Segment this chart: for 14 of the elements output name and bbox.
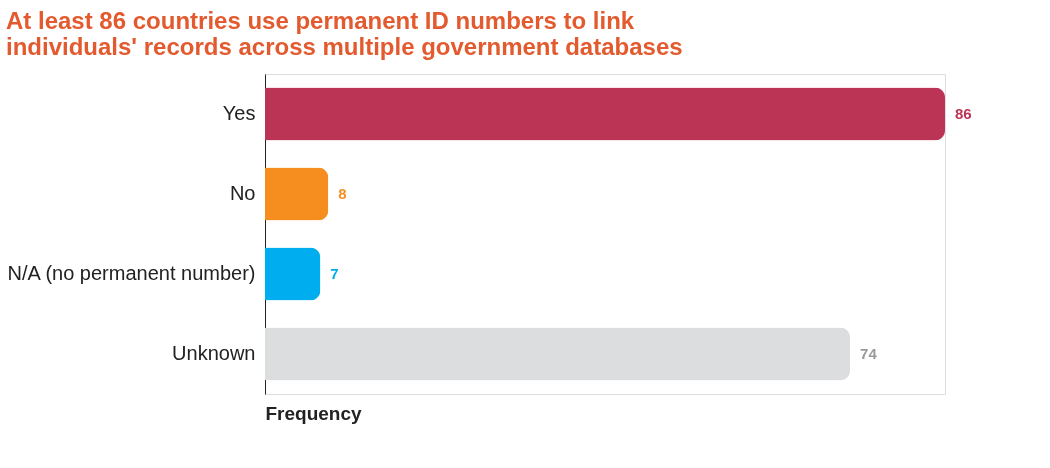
data-label: 8	[338, 185, 347, 202]
data-label: 7	[330, 265, 339, 282]
bar	[265, 327, 851, 381]
x-axis-title: Frequency	[265, 402, 363, 424]
chart-title: At least 86 countries use permanent ID numbers to link individuals' records across multiple government databases	[6, 7, 683, 60]
y-tick-label: No	[229, 182, 256, 204]
data-label: 74	[860, 345, 878, 362]
bar	[265, 247, 321, 301]
y-tick-label: N/A (no permanent number)	[7, 262, 256, 284]
y-tick-label: Unknown	[172, 342, 256, 364]
y-tick-label: Yes	[222, 102, 256, 124]
data-label: 86	[955, 105, 972, 122]
bar	[265, 87, 945, 141]
bar	[265, 167, 329, 221]
